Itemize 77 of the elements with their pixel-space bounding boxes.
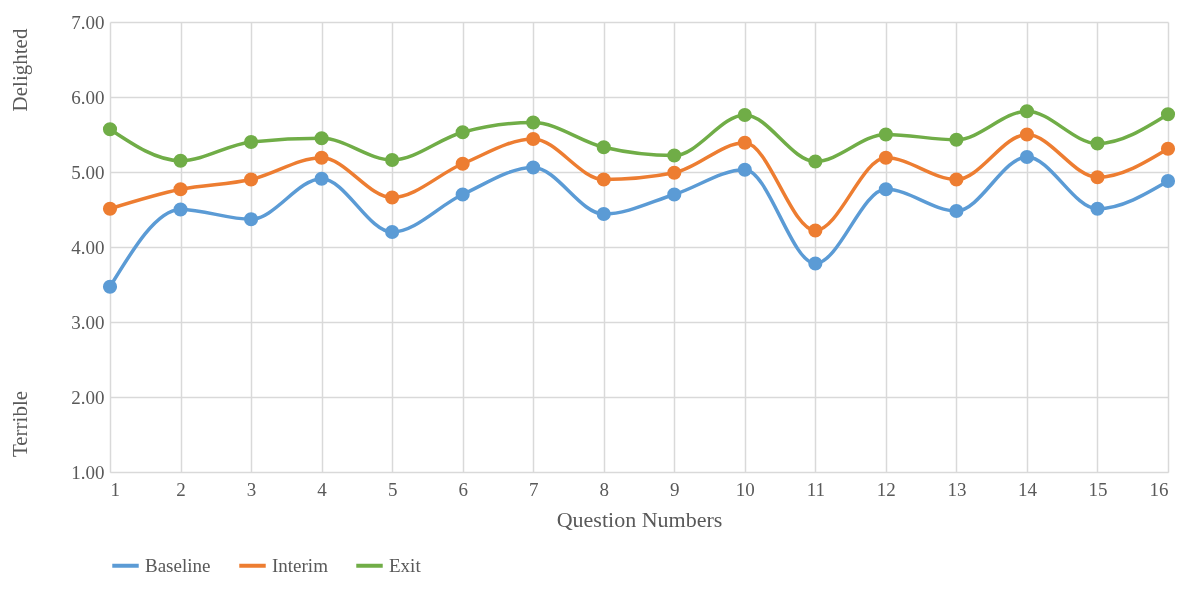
point [1090,136,1105,151]
point [102,122,118,137]
point [385,224,400,240]
y-tick-label: 3.00 [71,311,105,333]
point [526,115,541,130]
point [102,279,118,294]
x-tick-label: 1 [110,478,120,500]
x-tick-label: 3 [246,478,257,500]
point [102,201,118,216]
point [596,206,611,222]
point [173,202,188,217]
x-tick-label: 5 [387,478,398,500]
point [667,165,682,180]
point [244,172,259,187]
point [385,152,400,168]
point [737,135,752,150]
point [878,150,893,165]
point [1090,201,1105,216]
point [949,203,964,219]
point [1090,170,1105,185]
point [737,162,752,177]
point [808,223,823,238]
x-tick-label: 12 [876,478,896,500]
point [808,256,823,271]
x-tick-label: 16 [1149,478,1169,500]
point [1160,141,1176,156]
y-tick-label: 5.00 [71,161,105,183]
point [1019,127,1034,142]
point [173,153,188,168]
point [526,131,541,147]
y-tick-label: 7.00 [71,11,105,33]
point [385,190,400,205]
point [949,132,964,147]
point [455,125,470,140]
point [878,182,893,197]
point [596,172,611,187]
point [314,150,329,165]
x-tick-label: 15 [1088,478,1108,500]
point [455,156,470,171]
y-tick-label: 1.00 [71,461,105,483]
point [667,148,682,163]
point [949,172,964,187]
text: Terrible [8,389,32,460]
point [878,127,893,142]
point [808,154,823,169]
x-axis-title: Question Numbers [556,506,723,532]
x-tick-label: 8 [599,478,609,500]
text: Delighted [8,27,32,114]
point [314,131,329,146]
x-tick-label: 7 [528,478,539,500]
x-tick-label: 6 [458,478,468,500]
point [667,187,682,202]
point [1019,104,1034,119]
x-tick-label: 13 [947,478,967,500]
legend-label: Baseline [145,554,211,576]
point [737,107,752,123]
x-tick-label: 11 [806,478,825,500]
legend-label: Interim [272,554,329,576]
y-tick-label: 6.00 [71,86,105,108]
point [455,187,470,202]
legend-label: Exit [389,554,422,576]
point [596,140,611,155]
x-tick-label: 4 [317,478,328,500]
point [1160,107,1176,122]
point [1019,149,1034,165]
x-tick-label: 14 [1017,478,1038,500]
point [1160,173,1176,189]
point [314,171,329,186]
point [526,160,541,175]
x-tick-label: 9 [670,478,680,500]
point [244,212,259,227]
point [244,134,259,150]
y-tick-label: 2.00 [71,386,105,408]
x-tick-label: 2 [176,478,186,500]
point [173,182,188,197]
y-tick-label: 4.00 [71,236,105,258]
x-tick-label: 10 [735,478,755,500]
